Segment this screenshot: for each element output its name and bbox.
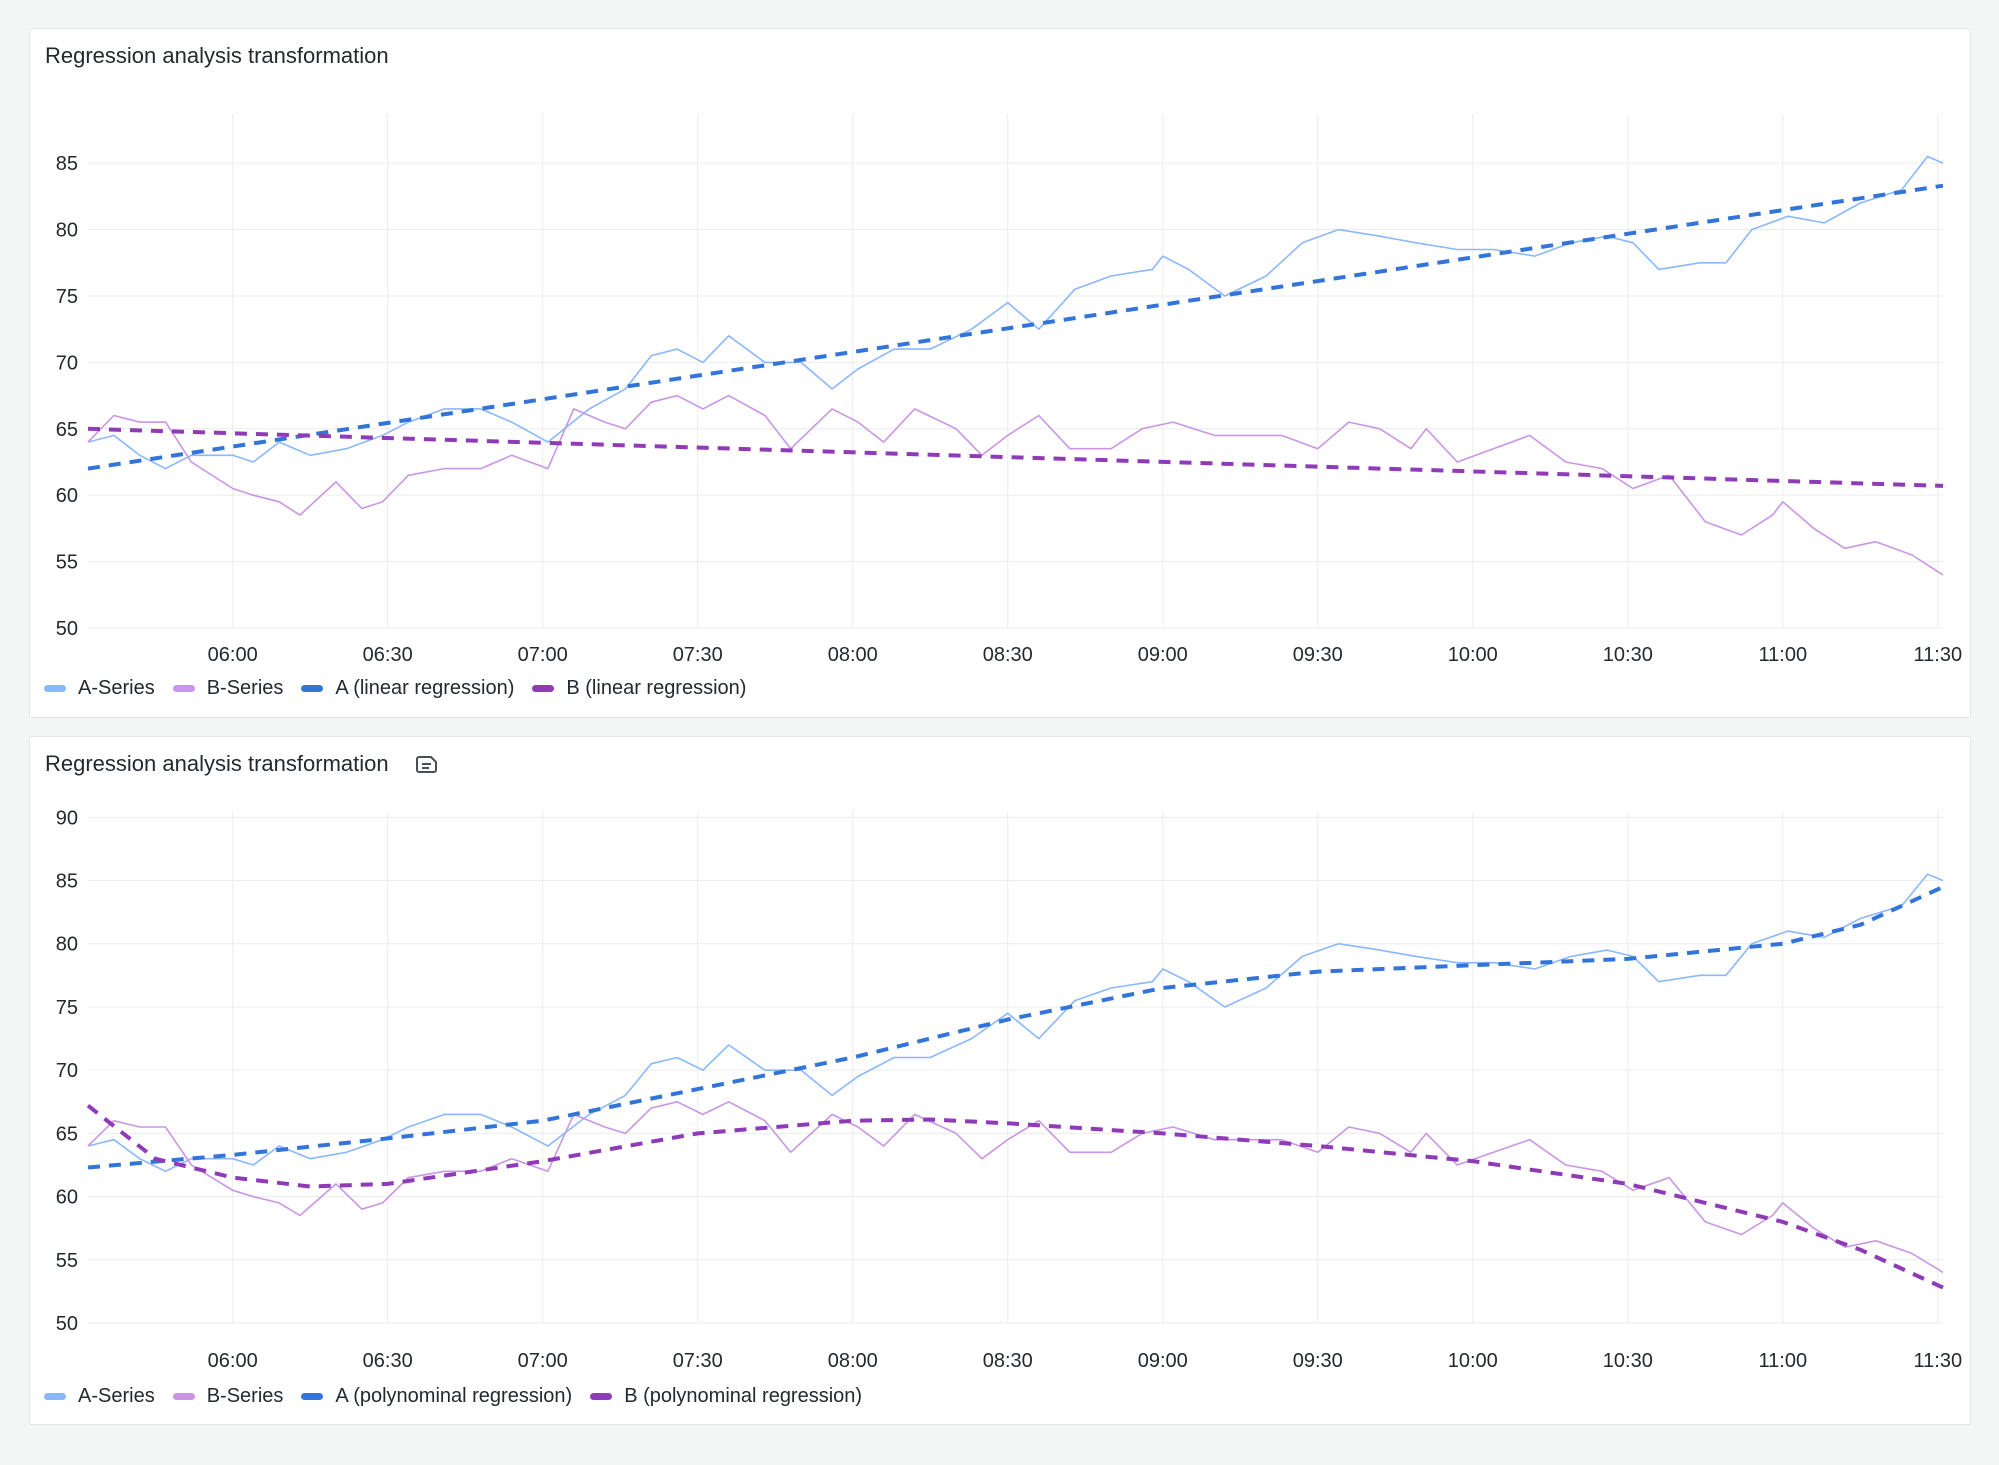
x-tick-label: 06:00 xyxy=(208,644,258,666)
y-tick-label: 80 xyxy=(56,220,78,242)
y-tick-label: 90 xyxy=(56,807,78,829)
description-icon[interactable] xyxy=(415,754,439,774)
legend-label: B-Series xyxy=(206,1385,284,1407)
x-tick-label: 07:00 xyxy=(518,644,568,666)
x-tick-label: 11:30 xyxy=(1914,1350,1963,1372)
series-line-a-series xyxy=(87,155,1944,470)
legend-label: A-Series xyxy=(78,677,155,699)
x-tick-label: 09:30 xyxy=(1293,644,1343,666)
series-line-a-series xyxy=(87,873,1944,1173)
y-tick-label: 70 xyxy=(56,352,78,374)
y-tick-label: 50 xyxy=(56,1313,78,1335)
legend-swatch xyxy=(172,685,195,692)
y-tick-label: 60 xyxy=(56,1187,78,1209)
legend-item-b-series[interactable]: B-Series xyxy=(172,677,284,700)
legend-label: B-Series xyxy=(206,677,284,699)
series-line-a-linear-regression xyxy=(87,183,1944,471)
x-tick-label: 11:00 xyxy=(1759,1350,1808,1372)
legend-item-b-series[interactable]: B-Series xyxy=(172,1385,284,1408)
series-line-b-series xyxy=(87,1100,1944,1274)
series-line-a-polynominal-regression xyxy=(87,885,1944,1170)
legend-item-a-regression[interactable]: A (polynominal regression) xyxy=(301,1385,572,1408)
x-tick-label: 08:30 xyxy=(983,1350,1033,1372)
y-tick-label: 65 xyxy=(56,1123,78,1145)
legend-swatch xyxy=(532,685,555,692)
panel-title: Regression analysis transformation xyxy=(45,43,389,69)
x-tick-label: 08:00 xyxy=(828,1350,878,1372)
time-series-chart: 50 55 60 65 70 75 80 85 06:00 06:30 07:00 07:30 08:0… xyxy=(56,114,1963,666)
legend-swatch xyxy=(44,1393,66,1400)
x-tick-label: 07:30 xyxy=(673,644,723,666)
panel-title-text: Regression analysis transformation xyxy=(45,43,389,68)
x-tick-label: 08:30 xyxy=(983,644,1033,666)
series-line-b-linear-regression xyxy=(87,426,1944,488)
series-line-b-series xyxy=(87,394,1944,576)
x-tick-label: 11:00 xyxy=(1759,644,1808,666)
legend-swatch xyxy=(301,685,324,692)
legend-label: B (linear regression) xyxy=(566,677,747,699)
x-tick-label: 10:30 xyxy=(1603,1350,1653,1372)
legend-swatch xyxy=(172,1393,195,1400)
legend-label: A (polynominal regression) xyxy=(335,1385,573,1407)
legend-swatch xyxy=(44,685,66,692)
y-tick-label: 60 xyxy=(56,485,78,507)
legend-label: B (polynominal regression) xyxy=(624,1385,863,1407)
y-tick-label: 70 xyxy=(56,1060,78,1082)
x-tick-label: 09:00 xyxy=(1138,1350,1188,1372)
y-tick-label: 55 xyxy=(56,552,78,574)
x-tick-label: 07:00 xyxy=(518,1350,568,1372)
legend-swatch xyxy=(590,1393,613,1400)
x-tick-label: 09:00 xyxy=(1138,644,1188,666)
panel-title: Regression analysis transformation xyxy=(45,751,439,777)
series-line-b-polynominal-regression xyxy=(86,1104,1944,1290)
legend-item-a-regression[interactable]: A (linear regression) xyxy=(301,677,514,700)
y-tick-label: 85 xyxy=(56,153,78,175)
chart-legend: A-Series B-Series A (linear regression) … xyxy=(44,677,746,700)
time-series-chart: 50 55 60 65 70 75 80 85 90 06:00 06:30 07:00 07:30 08… xyxy=(56,807,1963,1372)
legend-swatch xyxy=(301,1393,324,1400)
legend-item-a-series[interactable]: A-Series xyxy=(44,677,155,700)
x-tick-label: 06:00 xyxy=(208,1350,258,1372)
y-tick-label: 50 xyxy=(56,618,78,640)
legend-item-b-regression[interactable]: B (linear regression) xyxy=(532,677,746,700)
panel-polynomial-regression: Regression analysis transformation 50 55 6… xyxy=(29,736,1971,1425)
x-tick-label: 06:30 xyxy=(363,1350,413,1372)
x-tick-label: 10:00 xyxy=(1448,644,1498,666)
x-tick-label: 07:30 xyxy=(673,1350,723,1372)
legend-item-b-regression[interactable]: B (polynominal regression) xyxy=(590,1385,862,1408)
x-tick-label: 06:30 xyxy=(363,644,413,666)
chart-legend: A-Series B-Series A (polynominal regress… xyxy=(44,1385,862,1408)
y-tick-label: 65 xyxy=(56,419,78,441)
x-tick-label: 11:30 xyxy=(1914,644,1963,666)
y-tick-label: 55 xyxy=(56,1250,78,1272)
y-tick-label: 80 xyxy=(56,934,78,956)
legend-label: A (linear regression) xyxy=(335,677,515,699)
x-tick-label: 08:00 xyxy=(828,644,878,666)
legend-label: A-Series xyxy=(78,1385,155,1407)
x-tick-label: 10:00 xyxy=(1448,1350,1498,1372)
x-tick-label: 09:30 xyxy=(1293,1350,1343,1372)
y-tick-label: 75 xyxy=(56,286,78,308)
y-tick-label: 75 xyxy=(56,997,78,1019)
y-tick-label: 85 xyxy=(56,871,78,893)
panel-linear-regression: Regression analysis transformation 50 55 6… xyxy=(29,28,1971,718)
panel-title-text: Regression analysis transformation xyxy=(45,751,389,776)
legend-item-a-series[interactable]: A-Series xyxy=(44,1385,155,1408)
x-tick-label: 10:30 xyxy=(1603,644,1653,666)
